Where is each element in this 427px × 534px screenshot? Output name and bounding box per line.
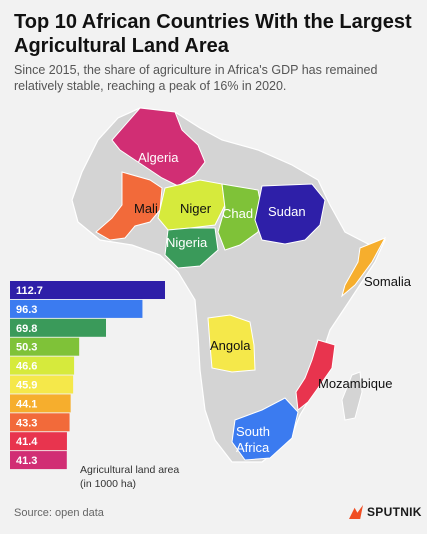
source-note: Source: open data — [14, 507, 104, 519]
chart-title: Top 10 African Countries With the Larges… — [14, 11, 412, 57]
madagascar-shape — [341, 371, 363, 421]
map-label-mali: Mali — [134, 201, 158, 216]
bar-4 — [10, 337, 80, 356]
map-label-south-africa-line1: South — [236, 424, 270, 439]
bar-label-10: 41.3 — [16, 455, 37, 467]
map-label-angola: Angola — [210, 338, 251, 353]
bar-10 — [10, 451, 67, 470]
sudan-shape — [254, 183, 326, 245]
mali-shape — [95, 171, 163, 241]
somalia-shape — [341, 237, 387, 298]
chart-subtitle: Since 2015, the share of agriculture in … — [14, 63, 378, 93]
map-label-niger: Niger — [180, 201, 212, 216]
angola-shape — [207, 314, 256, 373]
nigeria-shape — [164, 227, 219, 269]
legend-note-line2: (in 1000 ha) — [80, 478, 137, 490]
legend-note-line1: Agricultural land area — [80, 464, 180, 476]
brand-logo: SPUTNIK — [349, 505, 422, 519]
map-label-algeria: Algeria — [138, 150, 179, 165]
bar-label-3: 69.8 — [16, 323, 37, 335]
bar-label-1: 112.7 — [16, 285, 43, 297]
bar-label-5: 46.6 — [16, 361, 37, 373]
map-label-sudan: Sudan — [268, 204, 306, 219]
bar-1 — [10, 281, 165, 299]
bar-label-8: 43.3 — [16, 417, 37, 429]
brand-name: SPUTNIK — [367, 505, 422, 519]
map-label-somalia: Somalia — [364, 274, 412, 289]
niger-shape — [157, 179, 226, 231]
map-label-nigeria: Nigeria — [166, 235, 208, 250]
sputnik-logo-icon — [349, 505, 363, 519]
bar-7 — [10, 394, 71, 413]
bar-label-6: 45.9 — [16, 380, 37, 392]
bar-5 — [10, 356, 75, 375]
bar-label-9: 41.4 — [16, 436, 38, 448]
bar-label-4: 50.3 — [16, 342, 37, 354]
bar-6 — [10, 375, 74, 394]
bar-2 — [10, 299, 143, 318]
mozambique-shape — [295, 339, 336, 411]
legend-note: Agricultural land area (in 1000 ha) — [80, 463, 179, 491]
map-label-chad: Chad — [222, 206, 253, 221]
south-africa-shape — [231, 397, 299, 461]
map-label-mozambique: Mozambique — [318, 376, 392, 391]
bar-label-2: 96.3 — [16, 304, 37, 316]
bar-8 — [10, 413, 70, 432]
bar-9 — [10, 432, 67, 451]
map-label-south-africa-line2: Africa — [236, 440, 270, 455]
bar-label-7: 44.1 — [16, 398, 37, 410]
bar-3 — [10, 318, 106, 337]
